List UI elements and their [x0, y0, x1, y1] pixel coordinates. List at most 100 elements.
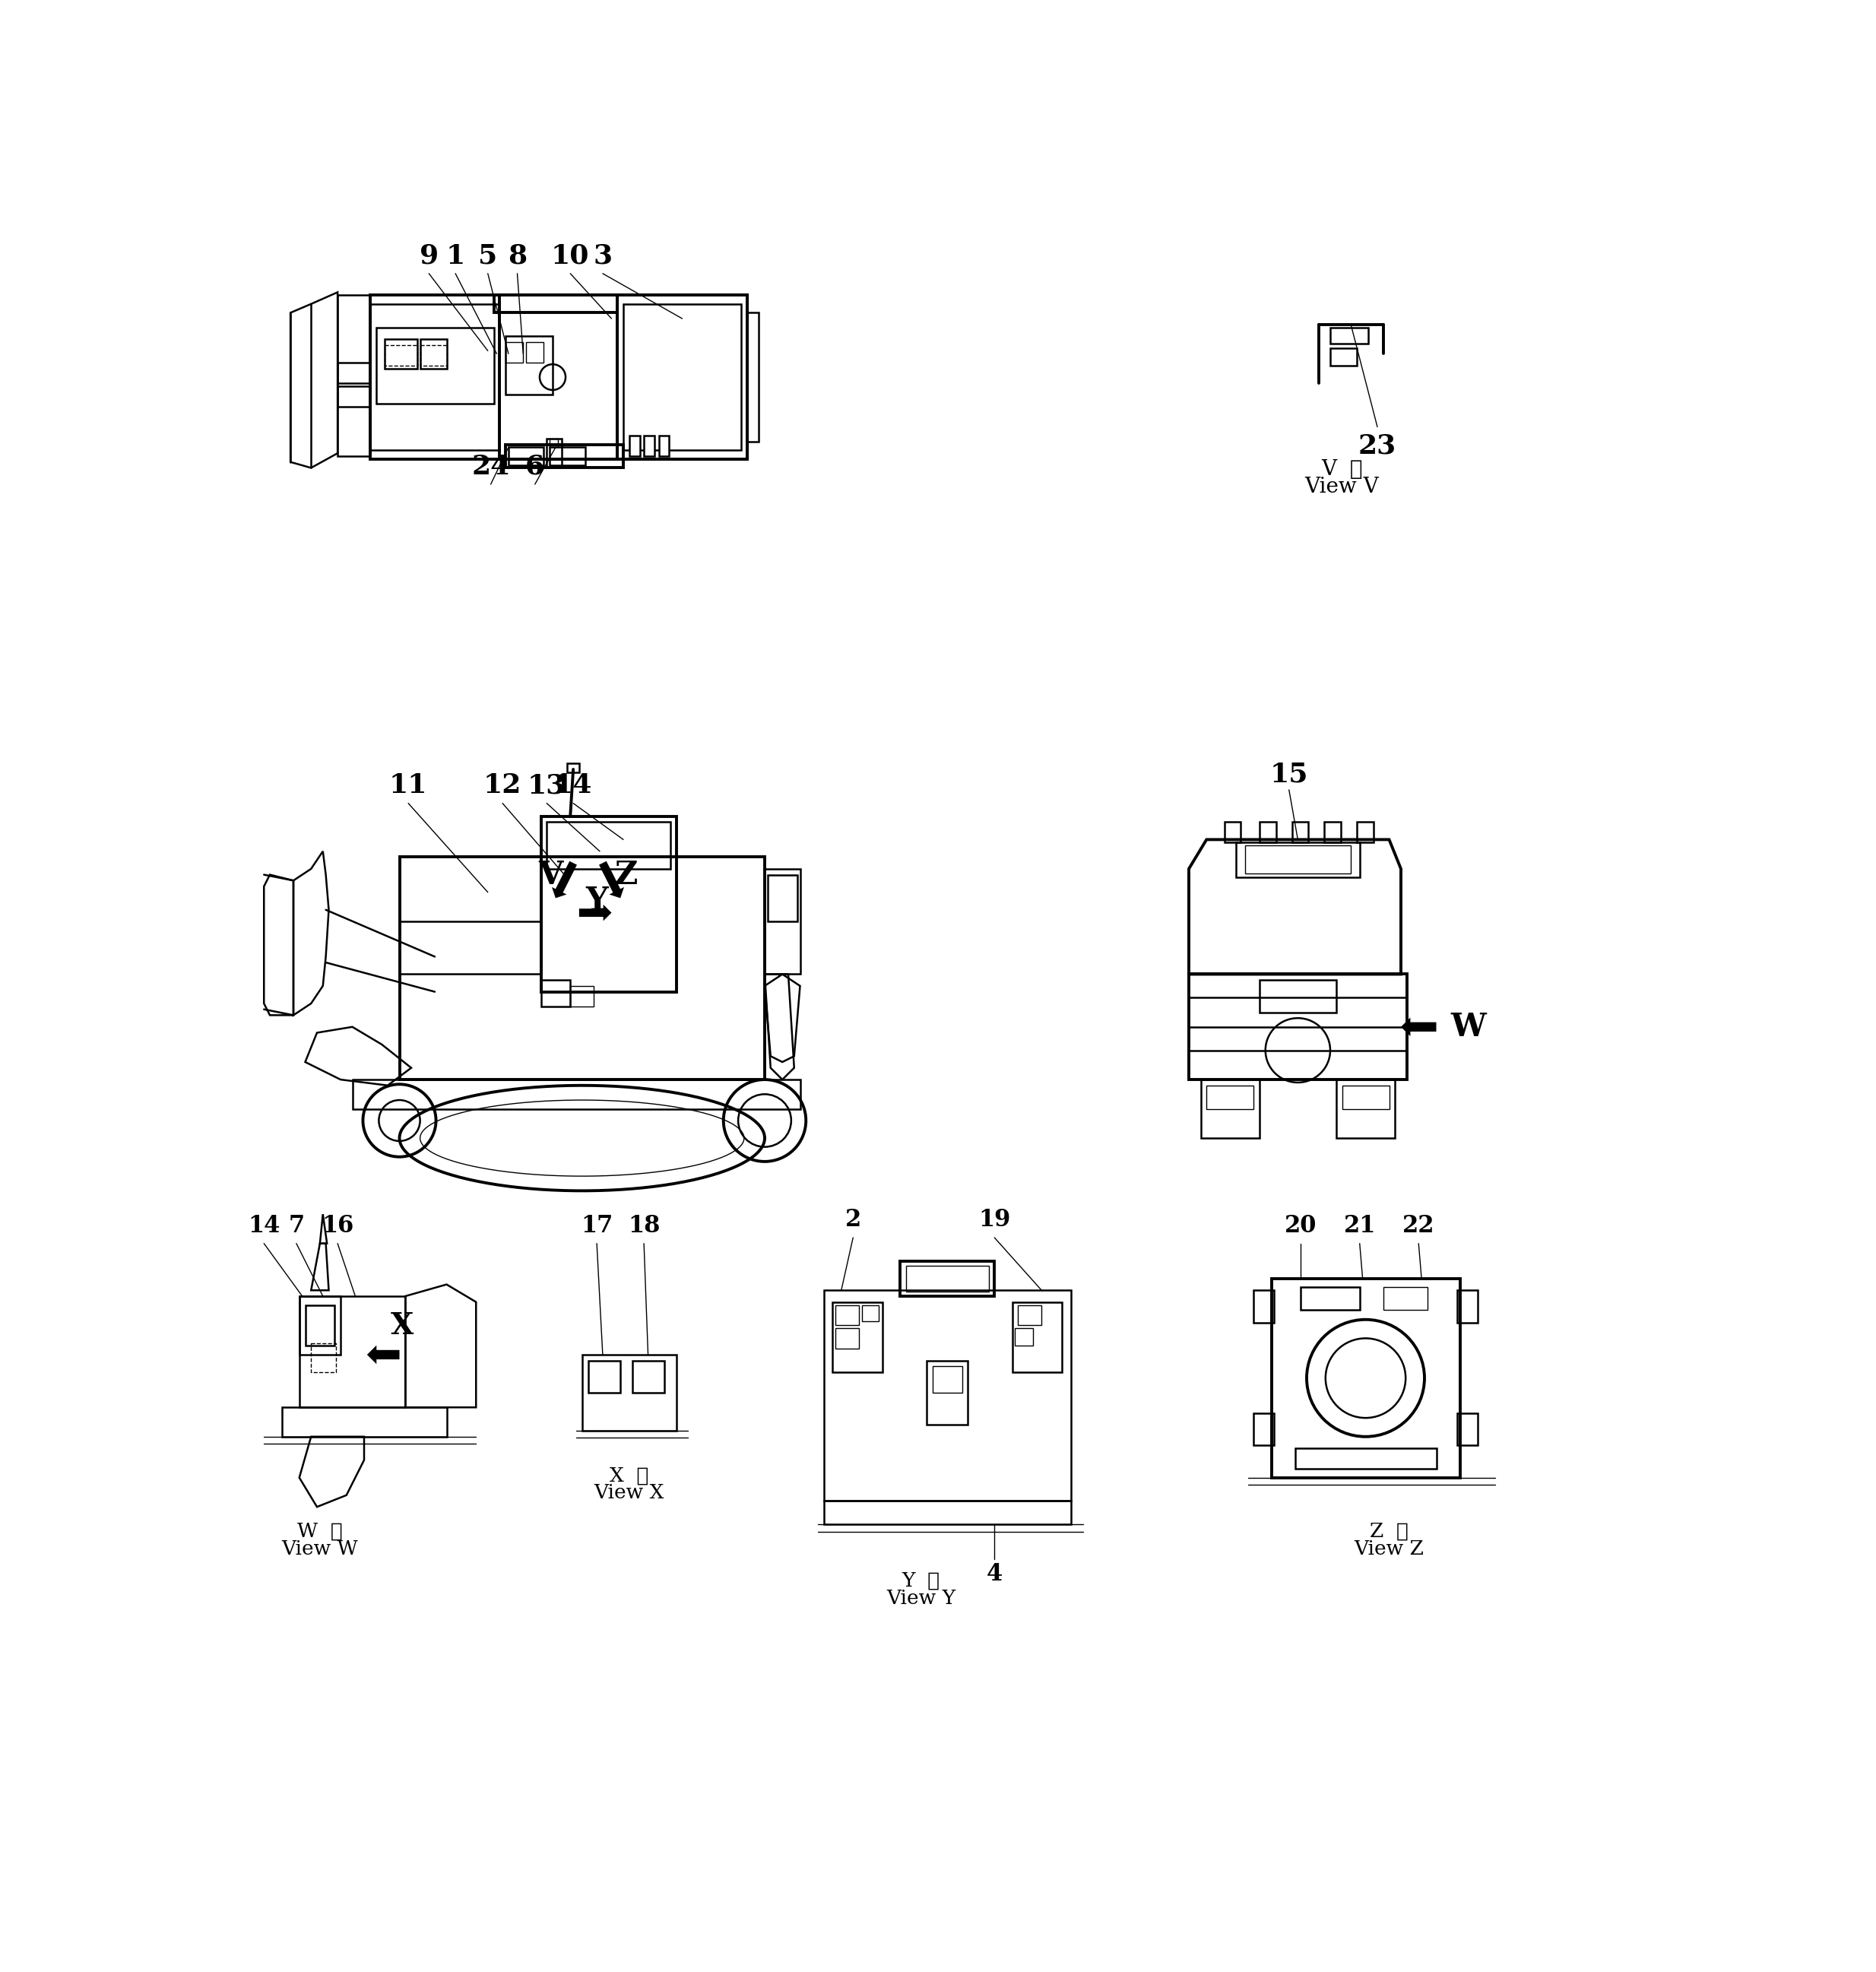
Text: Z: Z [615, 858, 638, 891]
Text: 7: 7 [289, 1215, 304, 1238]
Bar [508, 448, 544, 465]
Bar [370, 296, 747, 459]
Text: 24: 24 [471, 454, 510, 479]
Bar [570, 986, 595, 1006]
Text: 17: 17 [582, 1215, 613, 1238]
Bar [546, 822, 670, 870]
Bar [385, 345, 416, 365]
Text: View X: View X [595, 1483, 664, 1503]
Text: 20: 20 [1285, 1215, 1317, 1238]
Text: 6: 6 [525, 454, 544, 479]
Bar [932, 1367, 962, 1392]
Bar [1330, 327, 1368, 343]
Bar [1015, 1329, 1032, 1347]
Text: 2: 2 [844, 1209, 861, 1232]
Text: X  視: X 視 [610, 1465, 649, 1485]
Text: 3: 3 [593, 243, 612, 268]
Text: W: W [1450, 1012, 1486, 1043]
Text: V  視: V 視 [1321, 459, 1362, 479]
Bar [767, 876, 797, 921]
Bar [567, 763, 580, 773]
Bar [833, 1302, 882, 1373]
Bar [540, 816, 677, 992]
Polygon shape [1401, 1018, 1437, 1035]
Bar [540, 980, 570, 1006]
Text: Y  視: Y 視 [902, 1572, 940, 1589]
Bar [1294, 1447, 1437, 1469]
Polygon shape [368, 1345, 400, 1365]
Bar [1236, 842, 1360, 878]
Bar [400, 858, 540, 974]
Bar [1259, 822, 1276, 842]
Bar [632, 1361, 664, 1392]
Bar [1300, 1288, 1360, 1309]
Bar [582, 1355, 677, 1432]
Text: 4: 4 [987, 1562, 1002, 1585]
Bar [493, 296, 617, 314]
Bar [906, 1266, 989, 1292]
Text: 12: 12 [484, 773, 522, 799]
Bar [300, 1296, 341, 1355]
Text: X: X [390, 1311, 415, 1341]
Bar [420, 345, 446, 365]
Bar [900, 1260, 994, 1296]
Text: 16: 16 [321, 1215, 355, 1238]
Bar [311, 1343, 336, 1373]
Polygon shape [552, 862, 578, 897]
Bar [1458, 1414, 1478, 1445]
Bar [505, 341, 523, 363]
Text: 23: 23 [1358, 432, 1396, 459]
Polygon shape [598, 862, 625, 897]
Bar [1458, 1290, 1478, 1323]
Bar [835, 1329, 859, 1349]
Bar [400, 858, 765, 1079]
Bar [338, 296, 370, 456]
Bar [370, 304, 499, 450]
Text: View V: View V [1306, 477, 1379, 497]
Text: V: V [538, 858, 563, 891]
Bar [1341, 1085, 1388, 1108]
Text: 14: 14 [553, 773, 593, 799]
Bar [499, 296, 617, 459]
Text: 10: 10 [552, 243, 589, 268]
Bar [628, 436, 640, 456]
Text: View W: View W [281, 1538, 358, 1558]
Bar [824, 1290, 1071, 1501]
Text: 8: 8 [508, 243, 527, 268]
Polygon shape [580, 905, 612, 921]
Bar [505, 335, 553, 394]
Bar [300, 1296, 405, 1408]
Bar [824, 1501, 1071, 1524]
Bar [1336, 1079, 1396, 1138]
Text: 22: 22 [1403, 1215, 1435, 1238]
Bar [525, 341, 544, 363]
Bar [1225, 822, 1240, 842]
Bar [306, 1305, 334, 1347]
Text: 18: 18 [628, 1215, 660, 1238]
Bar [1246, 846, 1351, 874]
Text: 21: 21 [1343, 1215, 1375, 1238]
Bar [546, 438, 561, 467]
Bar [643, 436, 655, 456]
Text: 9: 9 [420, 243, 439, 268]
Bar [1356, 822, 1373, 842]
Bar [1383, 1288, 1428, 1309]
Bar [1013, 1302, 1062, 1373]
Bar [765, 870, 799, 974]
Bar [1259, 980, 1336, 1012]
Bar [1019, 1305, 1041, 1325]
Bar [420, 339, 446, 369]
Text: 14: 14 [248, 1215, 280, 1238]
Text: 15: 15 [1270, 761, 1308, 787]
Bar [1293, 822, 1308, 842]
Bar [658, 436, 670, 456]
Bar [1189, 974, 1407, 1079]
Bar [747, 314, 758, 442]
Bar [1253, 1414, 1274, 1445]
Text: Z  視: Z 視 [1369, 1522, 1409, 1540]
Text: 13: 13 [527, 773, 567, 799]
Text: 11: 11 [388, 773, 428, 799]
Text: View Z: View Z [1354, 1538, 1424, 1558]
Bar [617, 296, 747, 459]
Bar [550, 448, 585, 465]
